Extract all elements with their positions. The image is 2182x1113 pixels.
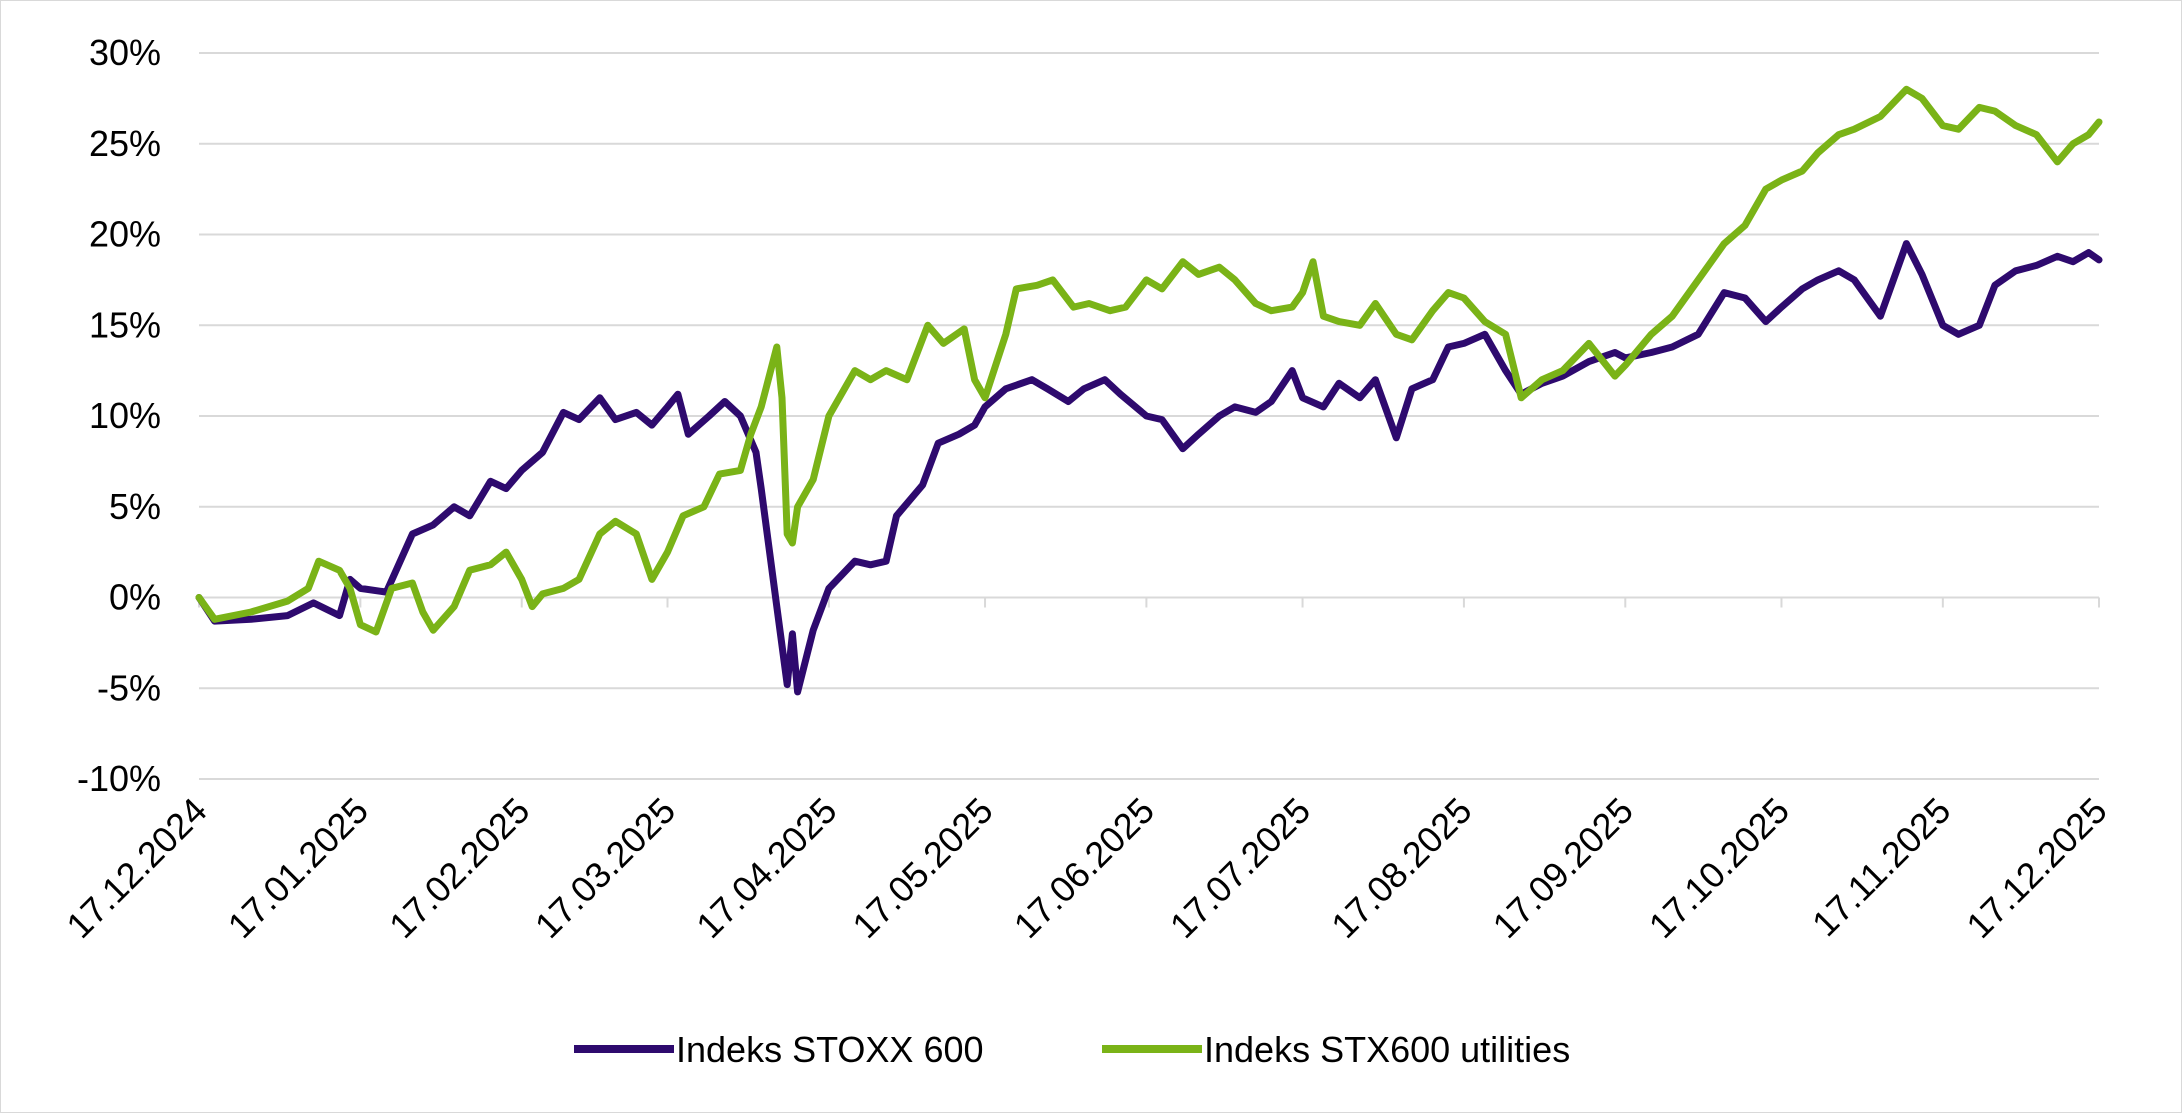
- x-axis-tick-label: 17.02.2025: [381, 790, 537, 946]
- gridlines: [199, 52, 2099, 780]
- y-axis-tick-labels: -10% -5% 0% 5% 10% 15% 20% 25% 30%: [77, 32, 161, 799]
- series-lines: [195, 85, 2103, 696]
- y-axis-tick-label: 10%: [89, 395, 161, 436]
- y-axis-tick-label: 25%: [89, 123, 161, 164]
- x-axis-tick-label: 17.03.2025: [527, 790, 683, 946]
- x-axis-tick-label: 17.04.2025: [688, 790, 844, 946]
- x-axis-tick-label: 17.09.2025: [1485, 790, 1641, 946]
- x-axis: [198, 596, 2100, 608]
- x-axis-tick-label: 17.06.2025: [1006, 790, 1162, 946]
- y-axis-tick-label: 20%: [89, 214, 161, 255]
- legend-label: Indeks STOXX 600: [676, 1029, 984, 1070]
- series-line-1: [195, 240, 2103, 696]
- x-axis-tick-label: 17.11.2025: [1804, 790, 1959, 945]
- x-axis-tick-label: 17.08.2025: [1323, 790, 1479, 946]
- x-axis-tick-label: 17.10.2025: [1641, 790, 1797, 946]
- x-axis-tick-label: 17.07.2025: [1162, 790, 1318, 946]
- x-axis-tick-label: 17.05.2025: [844, 790, 1000, 946]
- y-axis-tick-label: 30%: [89, 32, 161, 73]
- x-axis-tick-label: 17.12.2024: [58, 790, 214, 946]
- legend-label: Indeks STX600 utilities: [1204, 1029, 1570, 1070]
- legend: Indeks STOXX 600 Indeks STX600 utilities: [574, 1029, 1570, 1070]
- y-axis-tick-label: 0%: [109, 577, 161, 618]
- x-axis-tick-label: 17.12.2025: [1958, 790, 2114, 946]
- x-axis-tick-label: 17.01.2025: [220, 790, 376, 946]
- x-axis-tick-labels: 17.12.2024 17.01.2025 17.02.202517.03.2025…: [58, 790, 2114, 946]
- y-axis-tick-label: 15%: [89, 304, 161, 345]
- y-axis-tick-label: -10%: [77, 758, 161, 799]
- y-axis-tick-label: 5%: [109, 486, 161, 527]
- series-line-2: [195, 85, 2103, 636]
- y-axis-tick-label: -5%: [97, 667, 161, 708]
